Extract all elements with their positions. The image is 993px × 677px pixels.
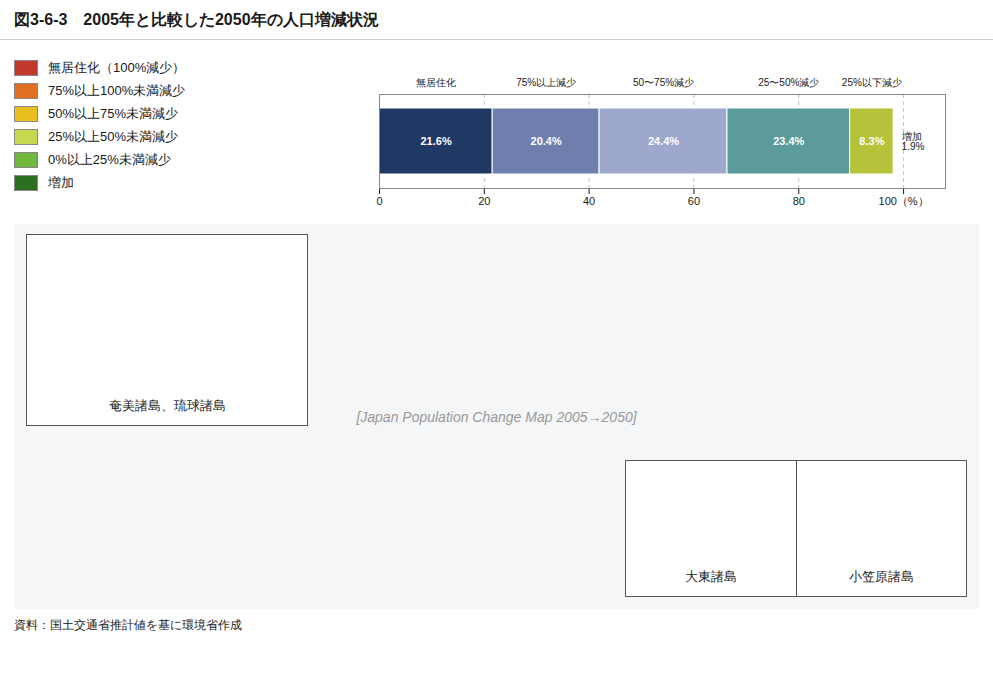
- svg-text:無居住化: 無居住化: [416, 77, 456, 88]
- svg-text:60: 60: [688, 195, 700, 207]
- html-text:無居住化（100%減少）: 無居住化（100%減少）: [48, 60, 186, 75]
- svg-text:50〜75%減少: 50〜75%減少: [633, 77, 694, 88]
- svg-text:80: 80: [793, 195, 805, 207]
- html-text:大東諸島: 大東諸島: [684, 569, 737, 584]
- html-text:奄美諸島、琉球諸島: 奄美諸島、琉球諸島: [108, 398, 226, 413]
- html-text:50%以上75%未満減少: 50%以上75%未満減少: [48, 106, 178, 121]
- svg-text:40: 40: [583, 195, 595, 207]
- html-text:75%以上100%未満減少: 75%以上100%未満減少: [48, 83, 186, 98]
- html-text:25%以上50%未満減少: 25%以上50%未満減少: [48, 129, 178, 144]
- svg-text:20: 20: [478, 195, 490, 207]
- html-text:0%以上25%未満減少: 0%以上25%未満減少: [48, 152, 171, 167]
- svg-text:8.3%: 8.3%: [859, 135, 884, 147]
- html-text:資料：国土交通省推計値を基に環境省作成: 資料：国土交通省推計値を基に環境省作成: [14, 618, 242, 632]
- svg-text:増加1.9%: 増加1.9%: [901, 131, 925, 152]
- svg-text:20.4%: 20.4%: [531, 135, 562, 147]
- html-text:増加: 増加: [48, 175, 74, 190]
- html-text:[Japan Population Change Map 2: [Japan Population Change Map 2005→2050]: [356, 408, 637, 425]
- svg-text:25%以下減少: 25%以下減少: [842, 77, 902, 88]
- svg-text:21.6%: 21.6%: [420, 135, 451, 147]
- html-text:小笠原諸島: 小笠原諸島: [848, 569, 914, 584]
- svg-text:23.4%: 23.4%: [773, 135, 804, 147]
- svg-text:100（%）: 100（%）: [879, 195, 929, 207]
- svg-text:75%以上減少: 75%以上減少: [516, 77, 576, 88]
- svg-text:24.4%: 24.4%: [648, 135, 679, 147]
- html-text:図3-6-3 2005年と比較した2050年の人口増減状況: 図3-6-3 2005年と比較した2050年の人口増減状況: [14, 11, 379, 28]
- svg-text:0: 0: [376, 195, 382, 207]
- svg-text:25〜50%減少: 25〜50%減少: [758, 77, 819, 88]
